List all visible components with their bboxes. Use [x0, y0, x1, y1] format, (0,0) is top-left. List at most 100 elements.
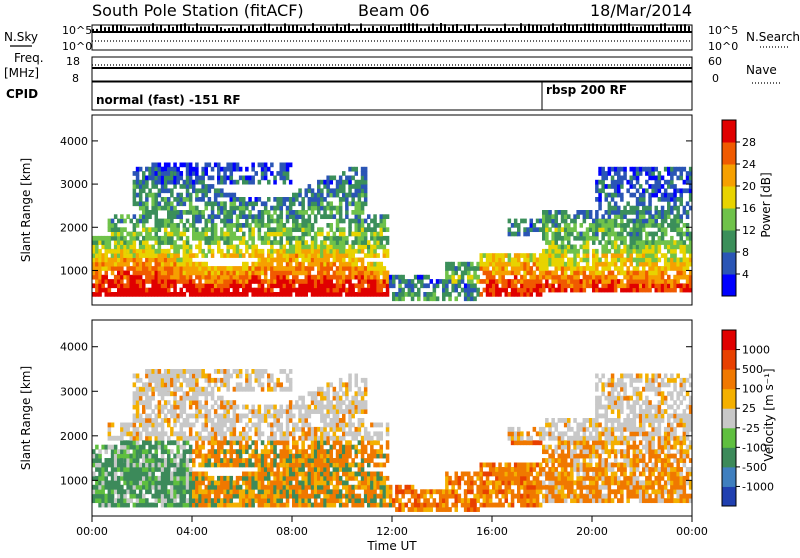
echo-cell	[192, 288, 196, 293]
echo-cell	[570, 275, 574, 280]
echo-cell	[233, 206, 237, 211]
echo-cell	[136, 275, 140, 280]
echo-cell	[245, 214, 249, 219]
echo-cell	[242, 214, 246, 219]
echo-cell	[336, 236, 340, 241]
echo-cell	[211, 266, 215, 271]
echo-cell	[176, 245, 180, 250]
echo-cell	[401, 292, 405, 297]
echo-cell	[336, 240, 340, 245]
echo-cell	[142, 279, 146, 284]
echo-cell	[95, 283, 99, 288]
echo-cell	[148, 214, 152, 219]
echo-cell	[633, 167, 637, 172]
echo-cell	[145, 176, 149, 181]
echo-cell	[283, 180, 287, 185]
echo-cell	[458, 279, 462, 284]
echo-cell	[658, 258, 662, 263]
echo-cell	[148, 382, 152, 387]
echo-cell	[220, 431, 224, 436]
echo-cell	[342, 188, 346, 193]
echo-cell	[261, 485, 265, 490]
echo-cell	[461, 275, 465, 280]
echo-cell	[330, 201, 334, 206]
echo-cell	[361, 184, 365, 189]
echo-cell	[180, 197, 184, 202]
echo-cell	[286, 214, 290, 219]
echo-cell	[633, 240, 637, 245]
echo-cell	[183, 249, 187, 254]
echo-cell	[205, 223, 209, 228]
echo-cell	[223, 167, 227, 172]
echo-cell	[658, 176, 662, 181]
echo-cell	[676, 283, 680, 288]
noise-bar	[216, 25, 218, 32]
echo-cell	[292, 214, 296, 219]
echo-cell	[126, 485, 130, 490]
echo-cell	[564, 249, 568, 254]
echo-cell	[605, 210, 609, 215]
echo-cell	[664, 253, 668, 258]
noise-bar	[152, 23, 154, 32]
echo-cell	[498, 288, 502, 293]
echo-cell	[564, 283, 568, 288]
echo-cell	[214, 400, 218, 405]
echo-cell	[183, 223, 187, 228]
echo-cell	[201, 414, 205, 419]
echo-cell	[142, 445, 146, 450]
echo-cell	[411, 296, 415, 301]
echo-cell	[270, 405, 274, 410]
echo-cell	[376, 232, 380, 237]
echo-cell	[673, 258, 677, 263]
echo-cell	[311, 193, 315, 198]
echo-cell	[280, 449, 284, 454]
echo-cell	[198, 232, 202, 237]
echo-cell	[189, 374, 193, 379]
echo-cell	[214, 503, 218, 508]
echo-cell	[101, 467, 105, 472]
echo-cell	[523, 232, 527, 237]
echo-cell	[295, 489, 299, 494]
echo-cell	[630, 262, 634, 267]
echo-cell	[183, 262, 187, 267]
echo-cell	[233, 387, 237, 392]
echo-cell	[242, 458, 246, 463]
echo-cell	[536, 275, 540, 280]
echo-cell	[339, 283, 343, 288]
echo-cell	[161, 197, 165, 202]
echo-cell	[620, 258, 624, 263]
echo-cell	[273, 418, 277, 423]
echo-cell	[358, 279, 362, 284]
echo-cell	[158, 445, 162, 450]
echo-cell	[289, 214, 293, 219]
echo-cell	[148, 378, 152, 383]
echo-cell	[273, 249, 277, 254]
echo-cell	[142, 271, 146, 276]
echo-cell	[148, 476, 152, 481]
echo-cell	[111, 253, 115, 258]
echo-cell	[651, 275, 655, 280]
echo-cell	[370, 245, 374, 250]
echo-cell	[680, 167, 684, 172]
echo-cell	[305, 227, 309, 232]
echo-cell	[126, 292, 130, 297]
echo-cell	[111, 463, 115, 468]
echo-cell	[105, 236, 109, 241]
echo-cell	[164, 227, 168, 232]
echo-cell	[155, 262, 159, 267]
echo-cell	[608, 193, 612, 198]
echo-cell	[201, 458, 205, 463]
echo-cell	[230, 498, 234, 503]
echo-cell	[614, 275, 618, 280]
echo-cell	[358, 275, 362, 280]
echo-cell	[683, 180, 687, 185]
echo-cell	[242, 275, 246, 280]
echo-cell	[98, 458, 102, 463]
echo-cell	[167, 275, 171, 280]
noise-bar	[588, 24, 590, 32]
echo-cell	[333, 245, 337, 250]
echo-cell	[345, 292, 349, 297]
echo-cell	[670, 193, 674, 198]
echo-cell	[536, 266, 540, 271]
echo-cell	[555, 240, 559, 245]
